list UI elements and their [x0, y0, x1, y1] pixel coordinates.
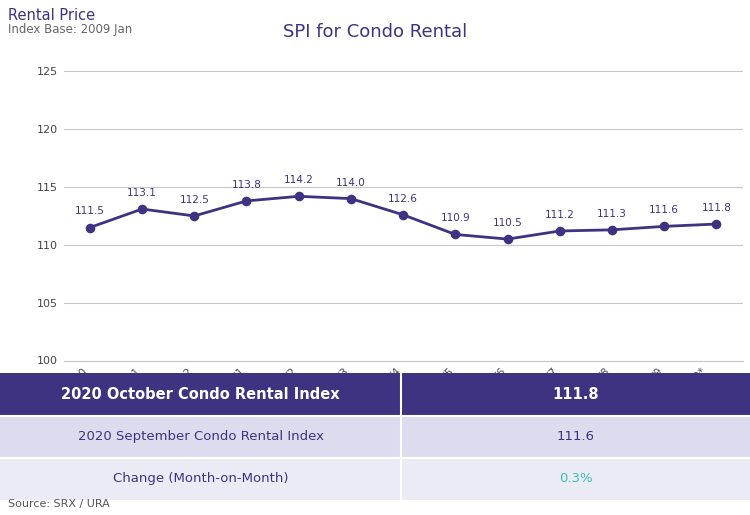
Point [658, 222, 670, 231]
Text: SPI for Condo Rental: SPI for Condo Rental [283, 23, 467, 41]
Text: 111.5: 111.5 [75, 207, 105, 216]
Point [606, 226, 618, 234]
Text: 111.6: 111.6 [556, 430, 595, 443]
Point [136, 205, 148, 213]
Point [554, 227, 566, 235]
Text: 111.3: 111.3 [597, 209, 627, 219]
Text: 111.8: 111.8 [701, 203, 731, 213]
Point [398, 211, 410, 219]
Point [345, 195, 357, 203]
Point [241, 197, 253, 205]
Text: 110.9: 110.9 [440, 213, 470, 224]
Text: 113.8: 113.8 [232, 180, 262, 190]
Text: 112.5: 112.5 [179, 195, 209, 205]
Text: Source: SRX / URA: Source: SRX / URA [8, 499, 109, 509]
Text: 2020 September Condo Rental Index: 2020 September Condo Rental Index [78, 430, 324, 443]
Point [84, 224, 96, 232]
Text: Index Base: 2009 Jan: Index Base: 2009 Jan [8, 23, 132, 36]
Text: 114.0: 114.0 [336, 178, 366, 187]
Point [502, 235, 514, 243]
Text: 110.5: 110.5 [493, 218, 523, 228]
Text: 113.1: 113.1 [128, 188, 157, 198]
Text: Rental Price: Rental Price [8, 8, 94, 23]
Text: 111.8: 111.8 [552, 387, 599, 402]
Point [449, 230, 461, 238]
Text: 111.2: 111.2 [544, 210, 574, 220]
Text: 114.2: 114.2 [284, 175, 314, 185]
Text: 0.3%: 0.3% [559, 472, 592, 486]
Text: Change (Month-on-Month): Change (Month-on-Month) [112, 472, 288, 486]
Text: 112.6: 112.6 [388, 194, 418, 204]
Point [188, 212, 200, 220]
Text: 111.6: 111.6 [650, 205, 679, 215]
Point [292, 192, 304, 200]
Point [710, 220, 722, 228]
Text: 2020 October Condo Rental Index: 2020 October Condo Rental Index [62, 387, 340, 402]
